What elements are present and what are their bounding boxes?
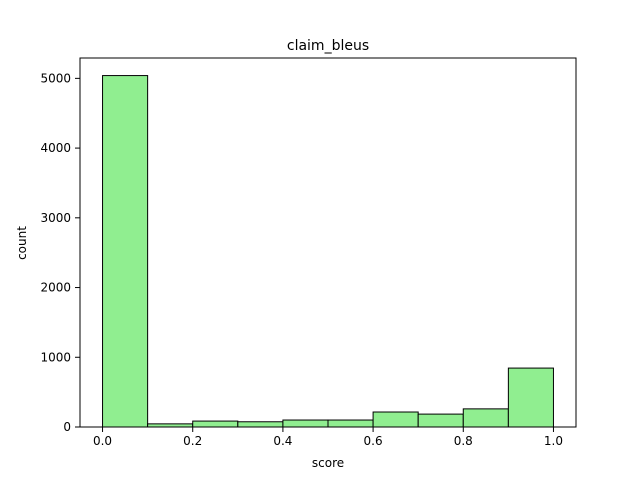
x-tick-label-2: 0.4 (273, 434, 292, 448)
y-tick-label-3: 3000 (40, 211, 71, 225)
x-axis-ticks: 0.0 0.2 0.4 0.6 0.8 1.0 (93, 427, 563, 448)
chart-title: claim_bleus (287, 38, 369, 54)
y-tick-label-4: 4000 (40, 141, 71, 155)
x-tick-label-5: 1.0 (544, 434, 563, 448)
histogram-bar-9 (507, 367, 554, 428)
x-tick-label-1: 0.2 (183, 434, 202, 448)
y-axis-label: count (15, 226, 29, 260)
histogram-bar-4 (282, 419, 329, 428)
y-tick-label-1: 1000 (40, 350, 71, 364)
histogram-bar-5 (327, 419, 374, 428)
y-tick-label-0: 0 (63, 420, 71, 434)
x-tick-label-3: 0.6 (364, 434, 383, 448)
histogram-bar-3 (237, 421, 284, 428)
x-tick-label-0: 0.0 (93, 434, 112, 448)
y-tick-label-5: 5000 (40, 71, 71, 85)
histogram-bar-7 (417, 413, 464, 428)
histogram-bar-8 (462, 408, 509, 428)
plot-frame (79, 57, 577, 428)
x-tick-label-4: 0.8 (454, 434, 473, 448)
bars-group (102, 75, 554, 428)
histogram-bar-6 (372, 411, 419, 428)
histogram-bar-2 (192, 420, 239, 428)
x-axis-label: score (312, 456, 344, 470)
y-axis-ticks: 0 1000 2000 3000 4000 5000 (40, 71, 80, 434)
y-tick-label-2: 2000 (40, 281, 71, 295)
histogram-bar-0 (102, 75, 149, 428)
